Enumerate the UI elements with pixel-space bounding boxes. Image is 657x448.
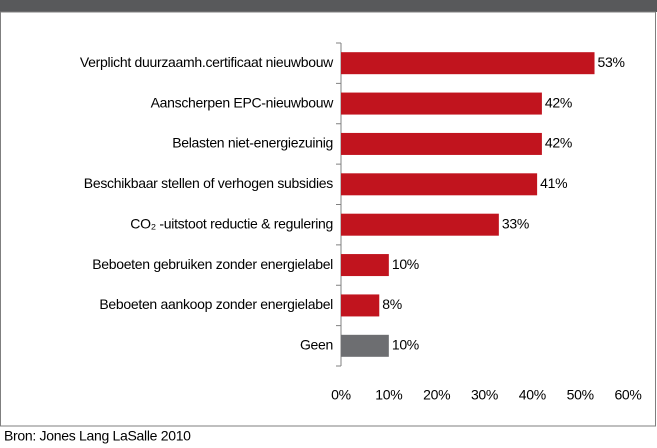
- category-label: Beschikbaar stellen of verhogen subsidie…: [84, 175, 333, 191]
- bar: [341, 132, 542, 155]
- bar: [341, 92, 542, 115]
- value-label: 41%: [540, 175, 567, 191]
- x-tick-label: 40%: [519, 387, 546, 403]
- bar: [341, 173, 538, 196]
- value-label: 10%: [392, 256, 419, 272]
- x-tick-label: 0%: [331, 387, 351, 403]
- category-label: Belasten niet-energiezuinig: [172, 135, 333, 151]
- value-label: 8%: [382, 296, 402, 312]
- value-label: 10%: [392, 337, 419, 353]
- x-tick-label: 30%: [471, 387, 498, 403]
- value-label: 42%: [545, 94, 572, 110]
- bar: [341, 213, 499, 236]
- value-label: 33%: [502, 215, 529, 231]
- bar: [341, 334, 389, 357]
- bar: [341, 294, 380, 317]
- x-tick-label: 60%: [614, 387, 641, 403]
- bar: [341, 254, 389, 277]
- category-label: Geen: [300, 337, 333, 353]
- bar: [341, 52, 595, 75]
- category-label: Beboeten gebruiken zonder energielabel: [92, 256, 333, 272]
- category-label: Aanscherpen EPC-nieuwbouw: [151, 94, 335, 110]
- header-band: [0, 0, 657, 12]
- x-tick-label: 10%: [375, 387, 402, 403]
- x-tick-label: 50%: [567, 387, 594, 403]
- category-label: CO₂ -uitstoot reductie & regulering: [130, 215, 333, 231]
- source: Bron: Jones Lang LaSalle 2010: [4, 428, 191, 444]
- value-label: 42%: [545, 135, 572, 151]
- x-tick-label: 20%: [423, 387, 450, 403]
- category-label: Verplicht duurzaamh.certificaat nieuwbou…: [80, 54, 334, 70]
- category-label: Beboeten aankoop zonder energielabel: [99, 296, 333, 312]
- value-label: 53%: [598, 54, 625, 70]
- chart-frame: [0, 11, 656, 427]
